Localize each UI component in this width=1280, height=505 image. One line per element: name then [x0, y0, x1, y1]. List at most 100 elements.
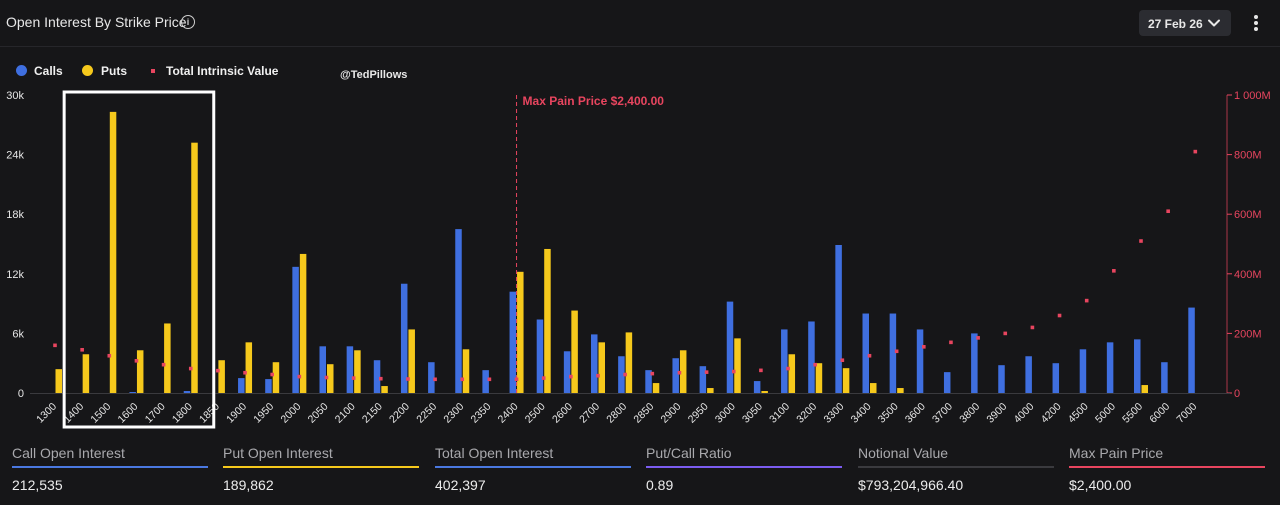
stat-underline: [12, 466, 208, 468]
puts-bar: [761, 391, 768, 393]
y-left-tick-label: 0: [18, 388, 24, 400]
intrinsic-value-marker: [786, 366, 790, 371]
intrinsic-value-marker: [161, 362, 166, 367]
calls-bar: [672, 358, 679, 393]
intrinsic-value-marker: [433, 377, 437, 382]
intrinsic-value-marker: [677, 370, 682, 375]
intrinsic-value-marker: [216, 368, 220, 373]
puts-bar: [354, 350, 361, 393]
calls-bar: [129, 392, 136, 393]
calls-bar: [509, 291, 517, 393]
puts-bar: [679, 350, 687, 393]
calls-bar: [238, 378, 245, 393]
calls-bar: [400, 283, 408, 393]
puts-bar: [734, 338, 741, 393]
summary-stats: Call Open Interest 212,535 Put Open Inte…: [0, 440, 1280, 505]
puts-bar: [136, 350, 144, 393]
x-tick-label: 1800: [170, 401, 195, 426]
chevron-down-icon: [1208, 19, 1220, 27]
stat-underline: [1069, 466, 1265, 468]
more-options-button[interactable]: [1246, 10, 1266, 36]
calls-bar: [373, 360, 381, 393]
intrinsic-value-marker: [623, 372, 627, 377]
expiry-date-dropdown[interactable]: 27 Feb 26: [1139, 10, 1231, 36]
x-tick-label: 3800: [957, 401, 982, 426]
x-tick-label: 2050: [306, 401, 331, 426]
calls-bar: [645, 370, 652, 393]
x-tick-label: 7000: [1174, 401, 1199, 426]
puts-bar: [870, 383, 877, 393]
calls-bar: [1025, 356, 1032, 393]
puts-bar: [598, 342, 605, 393]
x-tick-label: 2850: [631, 401, 656, 426]
intrinsic-value-marker: [1030, 325, 1035, 330]
intrinsic-value-marker: [514, 377, 519, 382]
stat-value: 402,397: [435, 477, 486, 493]
puts-swatch: [82, 65, 93, 76]
intrinsic-value-marker: [813, 362, 817, 367]
x-tick-label: 5000: [1093, 401, 1118, 426]
y-right-tick-label: 200M: [1234, 328, 1262, 340]
calls-bar: [591, 334, 598, 393]
x-tick-label: 3500: [876, 401, 901, 426]
x-tick-label: 3300: [821, 401, 846, 426]
legend-puts-label: Puts: [101, 64, 128, 78]
x-tick-label: 2200: [387, 401, 412, 426]
puts-bar: [272, 362, 280, 393]
puts-bar: [707, 388, 714, 393]
puts-bar: [462, 349, 470, 393]
calls-bar: [835, 244, 842, 393]
x-tick-label: 3400: [849, 401, 874, 426]
puts-bar: [815, 363, 823, 393]
calls-bar: [862, 313, 869, 393]
calls-bar: [183, 391, 191, 393]
info-circle-icon[interactable]: i: [181, 15, 195, 29]
x-tick-label: 2000: [278, 401, 303, 426]
y-right-tick-label: 400M: [1234, 269, 1262, 281]
x-tick-label: 2250: [414, 401, 439, 426]
calls-bar: [971, 333, 978, 393]
x-tick-label: 3200: [794, 401, 819, 426]
intrinsic-value-marker: [80, 347, 84, 352]
puts-bar: [299, 253, 307, 393]
intrinsic-value-marker: [270, 372, 274, 377]
puts-bar: [517, 271, 524, 393]
x-tick-label: 2700: [577, 401, 602, 426]
x-tick-label: 1300: [34, 401, 59, 426]
calls-bar: [319, 346, 326, 393]
calls-bar: [943, 372, 951, 393]
intrinsic-value-marker: [949, 340, 953, 345]
intrinsic-value-marker: [922, 345, 926, 349]
intrinsic-value-marker: [541, 376, 546, 380]
stat-value: $793,204,966.40: [858, 477, 964, 493]
calls-bar: [265, 379, 272, 393]
stat-total-open-interest: Total Open Interest 402,397: [435, 440, 631, 493]
intrinsic-value-marker: [1139, 239, 1143, 243]
puts-bar: [842, 368, 850, 393]
max-pain-label: Max Pain Price $2,400.00: [523, 94, 665, 108]
stat-value: 189,862: [223, 477, 274, 493]
intrinsic-value-marker: [351, 376, 356, 380]
x-tick-label: 2800: [604, 401, 629, 426]
calls-bar: [1188, 307, 1195, 393]
intrinsic-value-marker: [379, 376, 383, 381]
x-tick-label: 3900: [984, 401, 1009, 426]
x-tick-label: 1850: [197, 401, 222, 426]
puts-bar: [82, 354, 90, 393]
vertical-ellipsis-icon: [1254, 15, 1258, 19]
calls-bar: [428, 362, 435, 393]
x-tick-label: 1600: [116, 401, 141, 426]
stat-put-open-interest: Put Open Interest 189,862: [223, 440, 419, 493]
calls-bar: [726, 301, 734, 393]
stat-value: $2,400.00: [1069, 477, 1132, 493]
stat-value: 0.89: [646, 477, 674, 493]
intrinsic-value-marker: [460, 377, 465, 382]
stat-label: Put/Call Ratio: [646, 445, 732, 461]
calls-bar: [346, 346, 354, 393]
stat-underline: [435, 466, 631, 468]
puts-bar: [788, 354, 796, 393]
puts-bar: [327, 364, 334, 393]
intrinsic-value-marker: [1084, 298, 1089, 303]
calls-bar: [292, 266, 299, 393]
x-tick-label: 4500: [1066, 401, 1091, 426]
